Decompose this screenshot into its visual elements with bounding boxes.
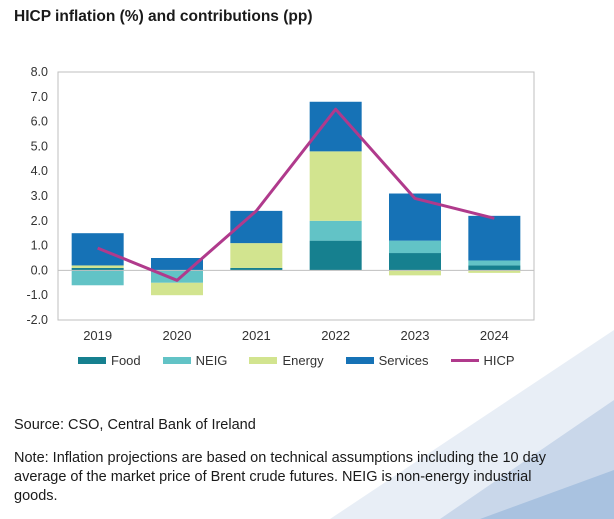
bar-food-2019 xyxy=(71,267,124,271)
bar-food-2023 xyxy=(389,253,441,271)
y-tick-label: 3.0 xyxy=(31,189,48,203)
legend-swatch-energy xyxy=(249,357,278,364)
y-tick-label: 1.0 xyxy=(31,239,48,253)
hicp-line-group xyxy=(97,107,495,282)
bar-neig-2024 xyxy=(468,260,521,266)
legend-label-hicp: HICP xyxy=(483,353,515,368)
source-text: Source: CSO, Central Bank of Ireland xyxy=(14,417,256,433)
legend-label-food: Food xyxy=(111,353,141,368)
y-tick-label: 7.0 xyxy=(31,90,48,104)
legend-label-neig: NEIG xyxy=(195,353,228,368)
y-tick-label: 6.0 xyxy=(31,115,48,129)
y-tick-label: 4.0 xyxy=(31,164,48,178)
y-axis: -2.0 -1.0 0.0 1.0 2.0 3.0 4.0 5.0 6.0 7.0 8.0 xyxy=(26,65,48,327)
legend-item-services: Services xyxy=(345,353,429,368)
legend-item-neig: NEIG xyxy=(162,353,228,368)
legend-item-hicp: HICP xyxy=(450,353,515,368)
legend-swatch-neig xyxy=(162,357,191,364)
legend-swatch-food xyxy=(78,357,106,364)
y-tick-label: 0.0 xyxy=(31,263,48,277)
x-tick-label: 2020 xyxy=(163,328,192,343)
legend-item-food: Food xyxy=(78,353,141,368)
bar-food-2021 xyxy=(230,267,283,271)
y-tick-label: -2.0 xyxy=(26,313,48,327)
x-tick-label: 2019 xyxy=(83,328,112,343)
legend-swatch-hicp xyxy=(450,359,479,362)
bar-services-2024 xyxy=(468,215,521,261)
x-tick-label: 2024 xyxy=(480,328,509,343)
legend: Food NEIG Energy Services HICP xyxy=(78,353,537,368)
legend-item-energy: Energy xyxy=(249,353,324,368)
x-tick-label: 2023 xyxy=(401,328,430,343)
x-tick-label: 2022 xyxy=(321,328,350,343)
bar-energy-2019 xyxy=(71,265,124,268)
hicp-line xyxy=(97,107,495,282)
bar-neig-2022 xyxy=(309,220,362,241)
chart-area: -2.0 -1.0 0.0 1.0 2.0 3.0 4.0 5.0 6.0 7.0 8.0 2019… xyxy=(26,65,535,343)
bar-neig-2019 xyxy=(71,270,124,286)
bar-energy-2020 xyxy=(151,282,203,296)
plot-frame xyxy=(57,71,535,321)
decor-triangle-dark xyxy=(480,470,614,519)
bar-energy-2024 xyxy=(468,270,521,273)
y-tick-label: -1.0 xyxy=(26,288,48,302)
bar-neig-2023 xyxy=(389,240,441,254)
bar-energy-2021 xyxy=(230,243,283,268)
legend-label-energy: Energy xyxy=(282,353,324,368)
bar-food-2022 xyxy=(309,240,362,271)
x-axis: 2019 2020 2021 2022 2023 2024 xyxy=(83,328,509,343)
bar-food-2024 xyxy=(468,265,521,271)
y-tick-label: 8.0 xyxy=(31,65,48,79)
bar-energy-2022 xyxy=(309,151,362,221)
y-tick-label: 2.0 xyxy=(31,214,48,228)
x-tick-label: 2021 xyxy=(242,328,271,343)
note-text: Note: Inflation projections are based on… xyxy=(14,450,546,504)
chart-title: HICP inflation (%) and contributions (pp… xyxy=(14,8,313,25)
y-tick-label: 5.0 xyxy=(31,139,48,153)
legend-label-services: Services xyxy=(378,353,429,368)
bar-energy-2023 xyxy=(389,270,441,276)
bar-services-2023 xyxy=(389,193,441,241)
legend-swatch-services xyxy=(345,357,374,364)
